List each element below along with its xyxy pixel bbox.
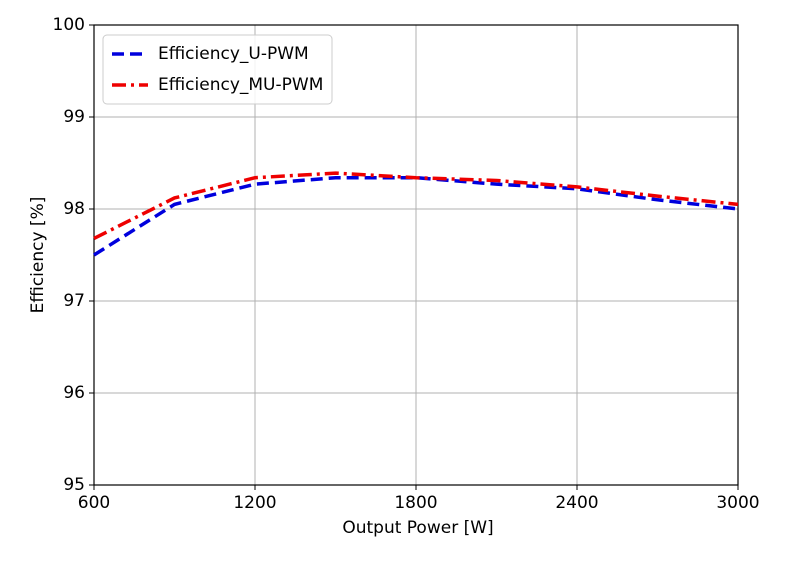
x-tick-label: 1800 [394, 493, 437, 513]
x-tick-label: 3000 [716, 493, 759, 513]
legend-label: Efficiency_U-PWM [158, 44, 309, 64]
legend-box [102, 34, 333, 105]
x-tick-label: 2400 [555, 493, 598, 513]
y-tick-label: 95 [63, 475, 85, 495]
data-line [93, 171, 739, 241]
x-tick-label: 1200 [233, 493, 276, 513]
y-tick-label: 99 [63, 107, 85, 127]
y-tick-label: 96 [63, 383, 85, 403]
x-tick-label: 600 [78, 493, 110, 513]
y-tick-label: 100 [53, 15, 85, 35]
y-tick-label: 98 [63, 199, 85, 219]
y-tick-label: 97 [63, 291, 85, 311]
legend-label: Efficiency_MU-PWM [158, 75, 323, 95]
x-axis-label: Output Power [W] [342, 518, 493, 538]
y-axis-label: Efficiency [%] [28, 197, 48, 314]
